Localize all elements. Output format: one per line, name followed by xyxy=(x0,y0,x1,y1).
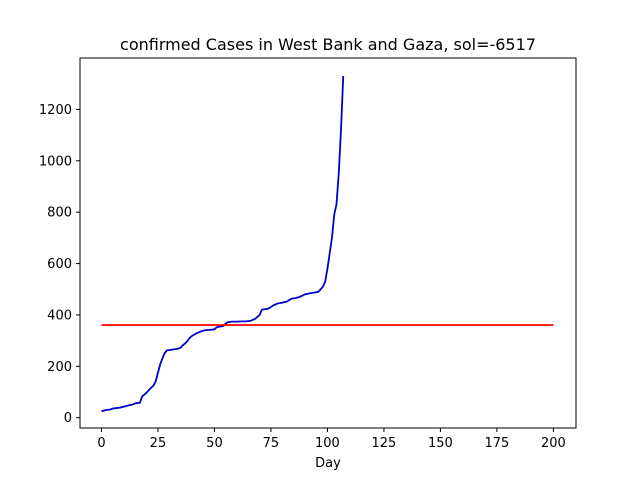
x-tick-label: 125 xyxy=(372,436,397,451)
series-line-0 xyxy=(101,75,345,413)
x-tick-label: 200 xyxy=(541,436,566,451)
y-tick-label: 0 xyxy=(64,411,72,426)
y-tick-label: 800 xyxy=(47,206,72,221)
y-tick-label: 400 xyxy=(47,308,72,323)
plot-area xyxy=(80,58,576,428)
series-group xyxy=(101,75,554,413)
y-axis: 0 200 400 600 800 1000 1200 xyxy=(39,103,80,426)
y-tick-label: 1000 xyxy=(39,154,72,169)
plot-frame xyxy=(79,57,577,429)
x-tick-label: 50 xyxy=(206,436,223,451)
chart-title: confirmed Cases in West Bank and Gaza, s… xyxy=(120,35,536,54)
x-tick-label: 100 xyxy=(315,436,340,451)
y-tick-label: 200 xyxy=(47,360,72,375)
x-tick-label: 150 xyxy=(428,436,453,451)
x-axis: 0 25 50 75 100 125 150 175 200 xyxy=(97,428,566,451)
y-tick-label: 1200 xyxy=(39,103,72,118)
y-tick-label: 600 xyxy=(47,257,72,272)
x-axis-label: Day xyxy=(315,456,341,471)
x-tick-label: 175 xyxy=(484,436,509,451)
x-tick-label: 75 xyxy=(263,436,280,451)
x-tick-label: 0 xyxy=(97,436,105,451)
x-tick-label: 25 xyxy=(150,436,167,451)
